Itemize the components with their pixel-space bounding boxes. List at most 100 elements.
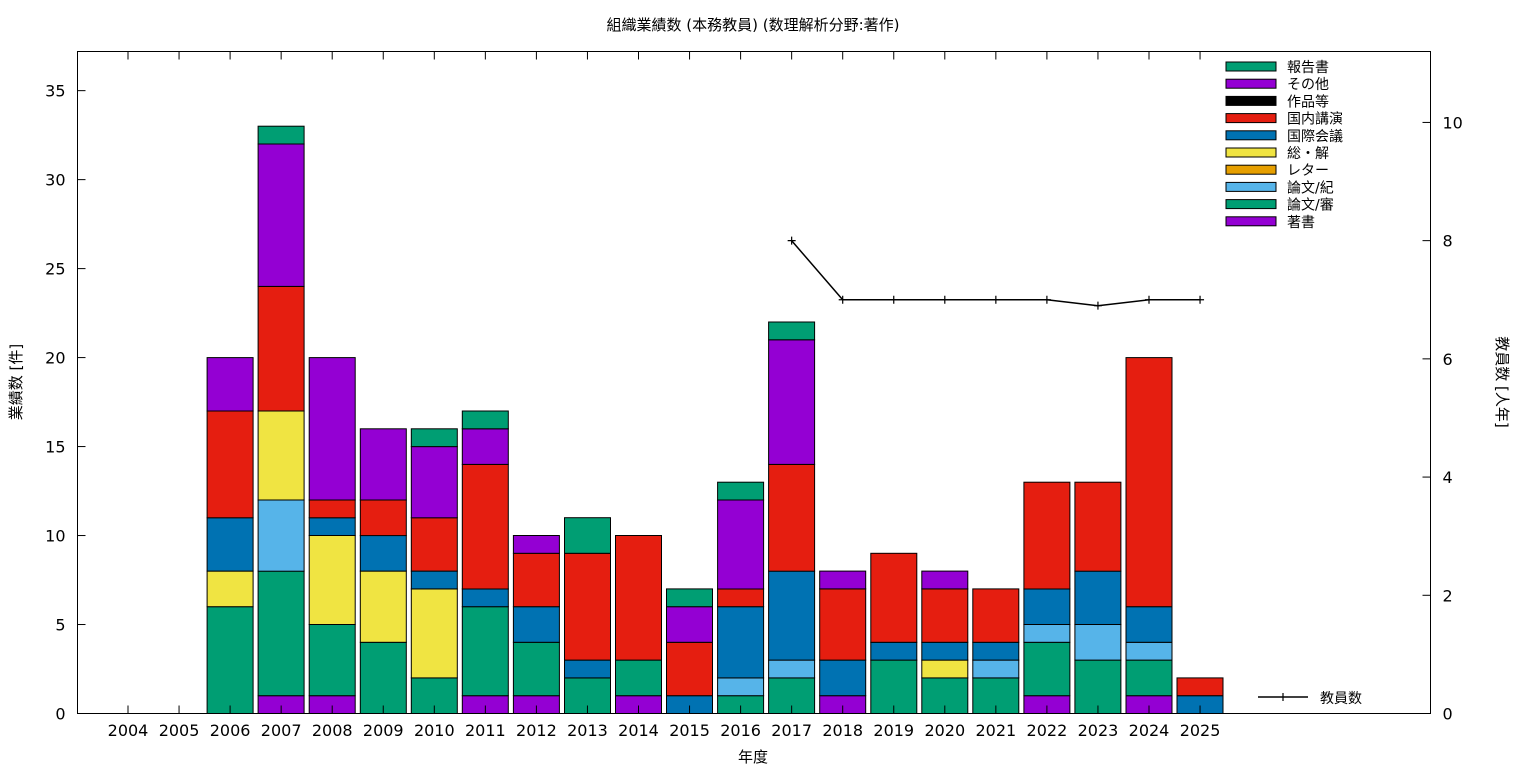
y-tick-label: 30 [45,171,65,190]
bar-2016-series-6 [717,588,765,608]
line-point [1196,295,1205,304]
line-point [838,295,847,304]
legend-label: 国際会議 [1287,128,1343,145]
bar-2011-series-9 [461,410,509,430]
x-tick-label: 2022 [1027,721,1068,740]
bar-2014-series-1 [615,659,662,697]
bar-2008-series-4 [308,535,356,625]
bar-2012-series-5 [512,606,560,643]
bar-2006-series-4 [206,570,254,608]
bar-2024-series-6 [1125,357,1173,608]
legend-swatch [1225,164,1277,175]
bar-2015-series-8 [666,606,713,643]
bar-2020-series-6 [921,588,969,643]
bar-2025-series-6 [1176,677,1224,697]
bar-2012-series-1 [512,641,560,697]
bar-2015-series-6 [666,641,713,697]
x-tick-label: 2011 [465,721,506,740]
bar-2024-series-5 [1125,606,1173,643]
x-axis-label: 年度 [738,748,768,766]
line-point [889,295,898,304]
bar-2013-series-9 [564,517,611,554]
legend-line-label: 教員数 [1320,691,1362,707]
x-tick-label: 2015 [669,721,710,740]
bar-2023-series-1 [1074,659,1122,714]
bar-2016-series-2 [717,677,765,697]
legend-label: 国内講演 [1287,112,1343,128]
bar-2008-series-1 [308,624,356,697]
bar-2017-series-2 [768,659,816,679]
x-tick-label: 2010 [414,721,455,740]
bar-2009-series-4 [359,570,407,643]
x-tick-label: 2016 [720,721,761,740]
bar-2007-series-4 [257,410,305,501]
bar-2020-series-5 [921,641,969,661]
bar-2017-series-5 [768,570,816,661]
bar-2007-series-8 [257,143,305,287]
legend-label: 著書 [1287,215,1315,231]
legend-swatch [1225,199,1277,210]
bar-2006-series-5 [206,517,254,572]
bar-2008-series-6 [308,499,356,519]
bar-2009-series-6 [359,499,407,537]
bar-2010-series-8 [410,446,458,519]
bar-2009-series-1 [359,641,407,714]
y-tick-label: 25 [45,260,65,279]
x-tick-label: 2024 [1129,721,1170,740]
y2-tick-label: 8 [1443,232,1453,251]
x-tick-label: 2021 [975,721,1016,740]
bar-2007-series-2 [257,499,305,572]
bar-2023-series-2 [1074,624,1122,661]
bar-2013-series-5 [564,659,611,679]
x-tick-label: 2009 [363,721,404,740]
chart-title: 組織業績数 (本務教員) (数理解析分野:著作) [607,16,900,34]
legend-swatch [1225,78,1277,89]
line-point [787,236,796,245]
y2-axis-label: 教員数 [人年] [1493,336,1511,427]
bar-2016-series-5 [717,606,765,679]
x-tick-label: 2008 [312,721,353,740]
y-axis-label: 業績数 [件] [7,344,25,420]
legend-swatch [1225,95,1277,106]
x-tick-label: 2012 [516,721,557,740]
bar-2014-series-6 [615,535,662,661]
y-tick-label: 10 [45,527,65,546]
legend-label: 総・解 [1287,146,1329,162]
y2-tick-label: 6 [1443,350,1453,369]
bar-2007-series-9 [257,125,305,145]
x-tick-label: 2007 [261,721,302,740]
bar-2011-series-6 [461,463,509,590]
bar-2017-series-9 [768,321,816,341]
x-tick-label: 2017 [771,721,812,740]
bar-2024-series-2 [1125,641,1173,661]
bar-2012-series-6 [512,552,560,608]
legend-swatch [1225,147,1277,158]
x-tick-label: 2013 [567,721,608,740]
bar-2022-series-6 [1023,481,1071,590]
bar-2008-series-8 [308,357,356,501]
bar-2022-series-2 [1023,624,1071,643]
y2-tick-label: 0 [1443,705,1453,724]
bar-2019-series-1 [870,659,918,714]
bar-2006-series-6 [206,410,254,519]
bar-2010-series-4 [410,588,458,679]
bar-2011-series-1 [461,606,509,697]
bar-2010-series-5 [410,570,458,590]
line-point [1093,301,1102,310]
x-tick-label: 2020 [924,721,965,740]
y-tick-label: 35 [45,82,65,101]
legend-swatch [1225,216,1277,227]
x-tick-label: 2014 [618,721,659,740]
legend-label: 論文/紀 [1287,180,1334,196]
y-tick-label: 20 [45,349,65,368]
bar-2017-series-8 [768,339,816,465]
legend-swatch [1225,130,1277,141]
bar-2009-series-5 [359,535,407,572]
bar-2006-series-8 [206,357,254,412]
x-tick-label: 2005 [159,721,200,740]
legend-label: その他 [1287,77,1329,93]
line-point [991,295,1000,304]
bar-2021-series-6 [972,588,1020,643]
bar-2019-series-5 [870,641,918,661]
y2-tick-label: 10 [1443,113,1463,132]
